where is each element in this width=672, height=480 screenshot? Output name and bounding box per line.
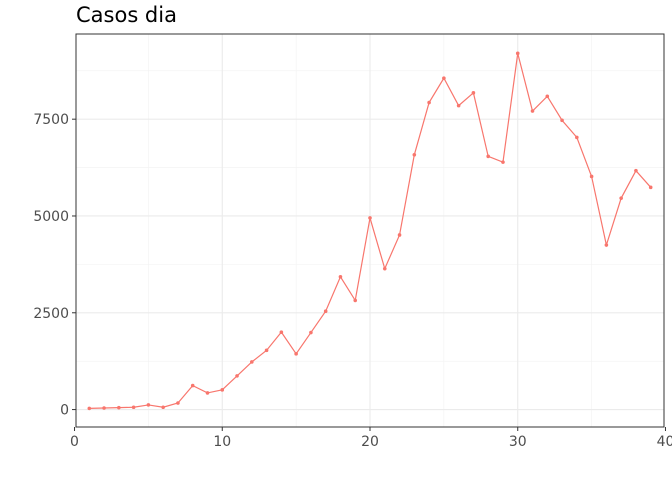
chart-title: Casos dia [76,3,177,27]
x-tick-label: 0 [70,434,79,450]
data-point [235,374,239,378]
data-point [353,298,358,303]
data-point [575,135,579,140]
data-point [530,109,535,113]
data-point [560,118,564,123]
data-point [102,406,106,410]
grid-lines [76,34,664,427]
data-point [146,403,151,407]
data-point [589,174,594,179]
y-tick-label: 5000 [33,209,69,225]
data-point [161,405,165,410]
data-point [131,405,136,410]
data-point [619,196,623,200]
y-tick-label: 0 [60,403,69,419]
data-point [338,274,343,279]
data-point [648,185,653,190]
data-point [368,216,372,220]
data-point [250,360,254,364]
data-point [279,330,284,334]
data-point [397,233,402,237]
data-point [309,330,313,335]
data-point [515,51,520,56]
data-point [471,91,476,95]
data-point [545,94,550,99]
x-tick-label: 40 [657,434,672,450]
data-point [486,154,490,159]
data-point [501,160,505,164]
data-point [456,103,461,108]
data-point [427,100,431,105]
x-tick-label: 30 [509,434,527,450]
axes: 0 10 20 30 40 0 2500 5000 7500 [33,112,672,450]
data-point [264,348,269,353]
data-point [382,266,387,271]
x-tick-label: 20 [361,434,379,450]
series-layer [87,51,653,411]
y-tick-label: 2500 [33,306,69,322]
data-point [442,76,446,80]
data-point [87,406,92,411]
data-point [323,309,328,314]
data-point [294,352,298,356]
x-tick-label: 10 [213,434,231,450]
data-point [634,168,638,173]
data-point [205,391,210,395]
data-point [117,405,121,410]
y-tick-label: 7500 [33,112,69,128]
data-point [176,401,180,405]
data-point [604,243,609,247]
data-point [190,383,195,388]
data-point [220,388,225,392]
data-point [412,153,417,157]
